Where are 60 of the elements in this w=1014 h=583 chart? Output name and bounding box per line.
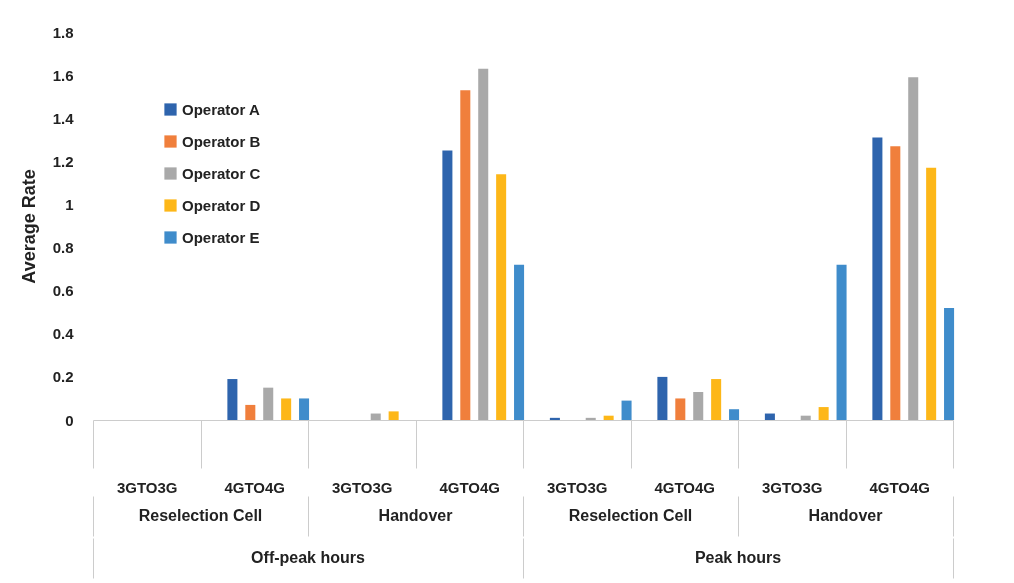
bar xyxy=(603,415,614,420)
bar xyxy=(926,167,937,420)
bar xyxy=(693,391,704,420)
bar xyxy=(818,407,829,420)
text: Peak hours xyxy=(694,549,782,566)
text: Handover xyxy=(378,507,453,524)
x-tick-label: 4GTO4G xyxy=(224,478,286,496)
legend-label: Operator A xyxy=(182,100,260,118)
bar xyxy=(800,415,811,420)
bar xyxy=(657,376,668,420)
y-tick-label: 0.6 xyxy=(52,282,74,300)
bar xyxy=(299,398,310,420)
bar xyxy=(370,413,381,420)
bar xyxy=(675,398,686,420)
x-tick-label: 3GTO3G xyxy=(116,478,178,496)
legend-label: Operator E xyxy=(182,228,260,246)
bar xyxy=(908,77,919,420)
bar xyxy=(764,413,775,420)
y-tick-label: 1.4 xyxy=(52,109,75,127)
text: Off-peak hours xyxy=(251,549,365,566)
y-tick-label: 1.6 xyxy=(52,66,74,84)
y-tick-label: 0 xyxy=(65,411,74,429)
x-tick-label: 4GTO4G xyxy=(869,478,931,496)
bar xyxy=(227,379,238,420)
bar xyxy=(245,404,256,420)
bar xyxy=(442,150,453,420)
y-axis-title: Average Rate xyxy=(18,169,39,284)
x-tick-label: 3GTO3G xyxy=(546,478,608,496)
bar xyxy=(711,379,722,420)
x-tick-label: 4GTO4G xyxy=(439,478,501,496)
x-tick-label: 3GTO3G xyxy=(761,478,823,496)
text: Reselection Cell xyxy=(138,507,263,524)
y-tick-label: 0.4 xyxy=(52,325,75,343)
bar xyxy=(890,146,901,420)
bar xyxy=(281,398,292,420)
bar xyxy=(585,417,596,420)
legend-label: Operator D xyxy=(182,196,261,214)
x-tick-label: 3GTO3G xyxy=(331,478,393,496)
bar xyxy=(478,68,489,420)
y-tick-label: 0.8 xyxy=(52,239,74,257)
bar xyxy=(388,411,399,420)
bar xyxy=(944,307,955,420)
bar xyxy=(460,90,471,420)
y-tick-label: 1 xyxy=(65,195,74,213)
bar xyxy=(496,174,507,420)
legend-label: Operator C xyxy=(182,164,261,182)
text: Reselection Cell xyxy=(568,507,693,524)
x-tick-label: 4GTO4G xyxy=(654,478,716,496)
bar xyxy=(729,409,740,420)
bar xyxy=(621,400,632,420)
y-tick-label: 1.2 xyxy=(52,152,74,170)
text: Handover xyxy=(808,507,883,524)
bar xyxy=(872,137,883,420)
bar xyxy=(549,417,560,420)
y-tick-label: 0.2 xyxy=(52,368,74,386)
bar xyxy=(836,264,847,420)
legend-label: Operator B xyxy=(182,132,261,150)
bar xyxy=(263,387,274,420)
y-tick-label: 1.8 xyxy=(52,23,74,41)
bar xyxy=(514,264,525,420)
